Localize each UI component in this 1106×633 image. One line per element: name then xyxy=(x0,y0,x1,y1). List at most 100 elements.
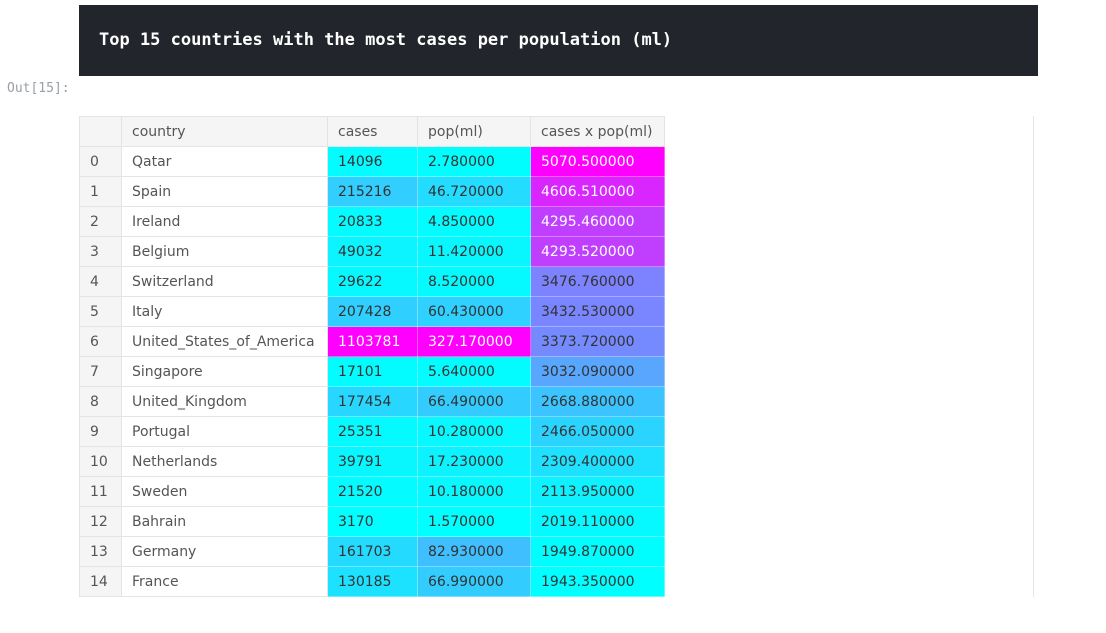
output-prompt: Out[15]: xyxy=(7,81,70,96)
cell-cases: 49032 xyxy=(327,236,418,267)
output-area-divider xyxy=(1033,116,1034,597)
cell-cases-x-pop: 4295.460000 xyxy=(530,206,665,237)
row-index: 7 xyxy=(79,356,122,387)
header-title: Top 15 countries with the most cases per… xyxy=(99,30,673,50)
markdown-header-cell: Top 15 countries with the most cases per… xyxy=(79,5,1038,76)
table-row: 2 Ireland 20833 4.850000 4295.460000 xyxy=(79,206,665,237)
cell-pop: 82.930000 xyxy=(417,536,531,567)
cell-cases-x-pop: 4606.510000 xyxy=(530,176,665,207)
cell-country: United_States_of_America xyxy=(121,326,328,357)
cell-country: Italy xyxy=(121,296,328,327)
row-index: 13 xyxy=(79,536,122,567)
row-index: 9 xyxy=(79,416,122,447)
table-row: 9 Portugal 25351 10.280000 2466.050000 xyxy=(79,416,665,447)
row-index: 1 xyxy=(79,176,122,207)
table-row: 3 Belgium 49032 11.420000 4293.520000 xyxy=(79,236,665,267)
cell-cases: 161703 xyxy=(327,536,418,567)
cell-cases-x-pop: 3432.530000 xyxy=(530,296,665,327)
cell-country: United_Kingdom xyxy=(121,386,328,417)
cell-cases: 29622 xyxy=(327,266,418,297)
cell-cases: 207428 xyxy=(327,296,418,327)
cell-cases: 17101 xyxy=(327,356,418,387)
row-index: 2 xyxy=(79,206,122,237)
column-header-cases-x-pop: cases x pop(ml) xyxy=(530,116,665,147)
cell-cases: 20833 xyxy=(327,206,418,237)
cell-pop: 66.490000 xyxy=(417,386,531,417)
row-index: 11 xyxy=(79,476,122,507)
row-index: 3 xyxy=(79,236,122,267)
cell-country: Spain xyxy=(121,176,328,207)
cell-cases: 3170 xyxy=(327,506,418,537)
cell-cases: 14096 xyxy=(327,146,418,177)
table-row: 13 Germany 161703 82.930000 1949.870000 xyxy=(79,536,665,567)
column-header-index xyxy=(79,116,122,147)
cell-country: Qatar xyxy=(121,146,328,177)
cell-country: Sweden xyxy=(121,476,328,507)
table-row: 14 France 130185 66.990000 1943.350000 xyxy=(79,566,665,597)
cell-pop: 327.170000 xyxy=(417,326,531,357)
cell-pop: 66.990000 xyxy=(417,566,531,597)
cell-country: Portugal xyxy=(121,416,328,447)
cell-pop: 1.570000 xyxy=(417,506,531,537)
cell-country: Ireland xyxy=(121,206,328,237)
cell-cases: 1103781 xyxy=(327,326,418,357)
table-row: 4 Switzerland 29622 8.520000 3476.760000 xyxy=(79,266,665,297)
cell-cases: 215216 xyxy=(327,176,418,207)
cell-country: Switzerland xyxy=(121,266,328,297)
cell-country: Netherlands xyxy=(121,446,328,477)
cell-cases: 21520 xyxy=(327,476,418,507)
cell-cases-x-pop: 2466.050000 xyxy=(530,416,665,447)
cell-cases: 25351 xyxy=(327,416,418,447)
cell-cases-x-pop: 2309.400000 xyxy=(530,446,665,477)
row-index: 4 xyxy=(79,266,122,297)
table-row: 12 Bahrain 3170 1.570000 2019.110000 xyxy=(79,506,665,537)
row-index: 0 xyxy=(79,146,122,177)
cell-pop: 8.520000 xyxy=(417,266,531,297)
row-index: 14 xyxy=(79,566,122,597)
cell-pop: 46.720000 xyxy=(417,176,531,207)
table-row: 1 Spain 215216 46.720000 4606.510000 xyxy=(79,176,665,207)
cell-cases-x-pop: 1949.870000 xyxy=(530,536,665,567)
table-row: 5 Italy 207428 60.430000 3432.530000 xyxy=(79,296,665,327)
cell-cases-x-pop: 2668.880000 xyxy=(530,386,665,417)
row-index: 10 xyxy=(79,446,122,477)
row-index: 8 xyxy=(79,386,122,417)
cell-pop: 10.280000 xyxy=(417,416,531,447)
column-header-pop: pop(ml) xyxy=(417,116,531,147)
row-index: 12 xyxy=(79,506,122,537)
cell-cases: 39791 xyxy=(327,446,418,477)
cell-cases: 130185 xyxy=(327,566,418,597)
cell-pop: 11.420000 xyxy=(417,236,531,267)
cell-pop: 17.230000 xyxy=(417,446,531,477)
table-row: 0 Qatar 14096 2.780000 5070.500000 xyxy=(79,146,665,177)
table-header: country cases pop(ml) cases x pop(ml) xyxy=(79,116,665,147)
cell-cases-x-pop: 2019.110000 xyxy=(530,506,665,537)
row-index: 6 xyxy=(79,326,122,357)
row-index: 5 xyxy=(79,296,122,327)
cell-cases-x-pop: 3032.090000 xyxy=(530,356,665,387)
table-row: 10 Netherlands 39791 17.230000 2309.400000 xyxy=(79,446,665,477)
table-row: 8 United_Kingdom 177454 66.490000 2668.88000… xyxy=(79,386,665,417)
cell-country: Belgium xyxy=(121,236,328,267)
cell-cases-x-pop: 5070.500000 xyxy=(530,146,665,177)
cell-cases-x-pop: 3373.720000 xyxy=(530,326,665,357)
column-header-cases: cases xyxy=(327,116,418,147)
cell-cases-x-pop: 2113.950000 xyxy=(530,476,665,507)
cell-pop: 60.430000 xyxy=(417,296,531,327)
column-header-country: country xyxy=(121,116,328,147)
cell-cases-x-pop: 4293.520000 xyxy=(530,236,665,267)
cell-country: Germany xyxy=(121,536,328,567)
cell-cases: 177454 xyxy=(327,386,418,417)
table-row: 11 Sweden 21520 10.180000 2113.950000 xyxy=(79,476,665,507)
cell-pop: 2.780000 xyxy=(417,146,531,177)
cell-pop: 10.180000 xyxy=(417,476,531,507)
cell-pop: 5.640000 xyxy=(417,356,531,387)
table-body: 0 Qatar 14096 2.780000 5070.500000 1 Spain 2152… xyxy=(79,146,665,597)
cell-country: Bahrain xyxy=(121,506,328,537)
cell-pop: 4.850000 xyxy=(417,206,531,237)
header-row: country cases pop(ml) cases x pop(ml) xyxy=(79,116,665,147)
cell-cases-x-pop: 1943.350000 xyxy=(530,566,665,597)
cell-country: France xyxy=(121,566,328,597)
cell-cases-x-pop: 3476.760000 xyxy=(530,266,665,297)
table-row: 7 Singapore 17101 5.640000 3032.090000 xyxy=(79,356,665,387)
